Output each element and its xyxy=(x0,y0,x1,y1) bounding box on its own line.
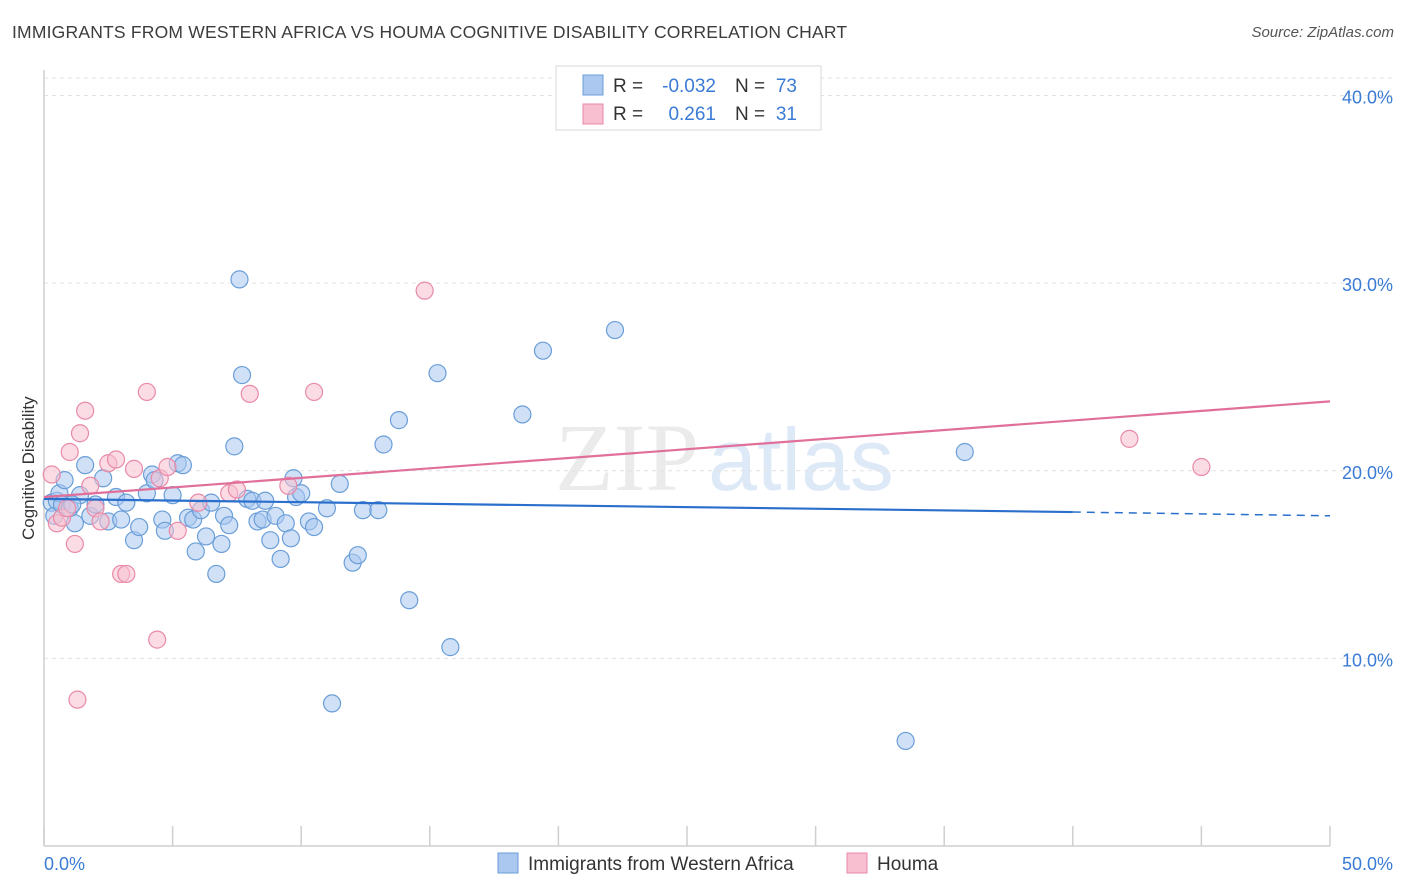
immigrants-point xyxy=(441,638,460,657)
legend-r-value-2: 0.261 xyxy=(668,104,716,125)
stats-legend: R = -0.032 N = 73 R = 0.261 N = 31 xyxy=(555,65,822,131)
houma-point xyxy=(117,564,136,584)
houma-point xyxy=(189,493,208,512)
legend-r-label-2: R = xyxy=(613,104,643,125)
watermark: ZIP atlas xyxy=(555,404,894,511)
immigrants-point xyxy=(112,510,131,529)
series-legend-label-pink: Houma xyxy=(877,854,939,875)
houma-point xyxy=(42,465,61,484)
immigrants-point xyxy=(212,534,231,554)
immigrants-point xyxy=(196,527,216,546)
legend-n-label-2: N = xyxy=(735,104,765,125)
houma-point xyxy=(124,459,144,478)
houma-point xyxy=(76,401,95,420)
y-tick-label: 10.0% xyxy=(1342,650,1393,670)
immigrants-point xyxy=(330,474,349,493)
houma-point xyxy=(137,382,156,402)
immigrants-point xyxy=(220,516,239,535)
immigrants-point xyxy=(261,531,280,550)
legend-r-value-1: -0.032 xyxy=(662,76,716,97)
immigrants-point xyxy=(281,529,301,548)
y-tick-label: 20.0% xyxy=(1342,463,1393,483)
series-legend-label-blue: Immigrants from Western Africa xyxy=(528,854,794,875)
houma-point xyxy=(68,690,87,709)
legend-n-value-1: 73 xyxy=(776,76,797,97)
immigrants-point xyxy=(225,437,244,456)
houma-point xyxy=(60,442,79,462)
x-tick-label-max: 50.0% xyxy=(1342,854,1393,874)
immigrants-point xyxy=(533,341,553,360)
immigrants-point xyxy=(369,501,388,520)
x-ticks xyxy=(43,826,1331,846)
houma-point xyxy=(81,476,100,495)
watermark-atlas: atlas xyxy=(708,410,894,509)
immigrants-point xyxy=(232,365,252,385)
legend-n-value-2: 31 xyxy=(776,104,797,125)
immigrants-point xyxy=(186,542,205,561)
x-tick-label-min: 0.0% xyxy=(44,854,85,874)
immigrants-point xyxy=(389,411,409,430)
houma-point xyxy=(168,521,187,540)
trend-lines xyxy=(43,400,1331,517)
immigrants-point xyxy=(605,320,625,340)
immigrants-point xyxy=(130,517,149,537)
y-tick-labels: 10.0% 20.0% 30.0% 40.0% xyxy=(1342,88,1393,671)
immigrants-point xyxy=(955,442,974,462)
houma-point xyxy=(279,476,298,495)
houma-point xyxy=(148,630,167,649)
legend-swatch-pink xyxy=(582,103,604,125)
immigrants-point xyxy=(317,499,337,518)
houma-point xyxy=(227,480,246,499)
immigrants-point xyxy=(322,694,342,713)
legend-swatch-blue xyxy=(582,74,604,96)
immigrants-point xyxy=(173,456,192,475)
immigrants-point xyxy=(374,435,393,454)
y-tick-label: 30.0% xyxy=(1342,275,1393,295)
immigrants-point xyxy=(207,564,226,584)
immigrants-point xyxy=(353,501,373,520)
immigrants-point xyxy=(428,364,447,383)
y-tick-label: 40.0% xyxy=(1342,88,1393,108)
immigrants-point xyxy=(117,493,136,512)
series-legend-swatch-blue xyxy=(497,852,519,874)
immigrants-trend-extension xyxy=(1072,511,1331,517)
houma-point xyxy=(106,450,126,469)
houma-point xyxy=(240,384,259,403)
immigrants-point xyxy=(513,405,532,424)
immigrants-point xyxy=(304,517,324,537)
immigrants-point xyxy=(348,546,367,565)
series-houma-points xyxy=(42,281,1211,709)
houma-point xyxy=(304,382,324,402)
immigrants-trend-line xyxy=(43,497,1073,514)
chart-title: IMMIGRANTS FROM WESTERN AFRICA VS HOUMA … xyxy=(12,22,848,42)
immigrants-point xyxy=(76,456,95,475)
legend-n-label-1: N = xyxy=(735,76,765,97)
houma-point xyxy=(91,512,110,531)
series-immigrants-points xyxy=(42,270,974,751)
houma-point xyxy=(415,281,434,300)
houma-point xyxy=(158,457,177,477)
houma-point xyxy=(70,424,90,443)
series-legend-swatch-pink xyxy=(846,852,868,874)
houma-point xyxy=(1192,457,1211,477)
immigrants-point xyxy=(271,549,290,569)
source-label: Source: ZipAtlas.com xyxy=(1251,24,1394,41)
houma-point xyxy=(58,499,77,518)
y-axis-label: Cognitive Disability xyxy=(19,396,38,540)
legend-r-label-1: R = xyxy=(613,76,643,97)
immigrants-point xyxy=(896,731,915,751)
houma-point xyxy=(65,534,84,554)
immigrants-point xyxy=(230,270,249,289)
series-legend: Immigrants from Western Africa Houma xyxy=(497,852,939,875)
houma-point xyxy=(1120,429,1139,448)
immigrants-point xyxy=(400,591,419,610)
houma-trend-line xyxy=(43,400,1331,499)
